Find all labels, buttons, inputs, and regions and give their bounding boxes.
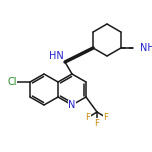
Text: NH₂: NH₂ [140,43,152,53]
Text: Cl: Cl [7,77,17,87]
Text: HN: HN [49,51,64,61]
Text: F: F [95,119,99,128]
Text: F: F [86,113,90,122]
Text: N: N [68,100,76,110]
Text: F: F [104,113,108,122]
